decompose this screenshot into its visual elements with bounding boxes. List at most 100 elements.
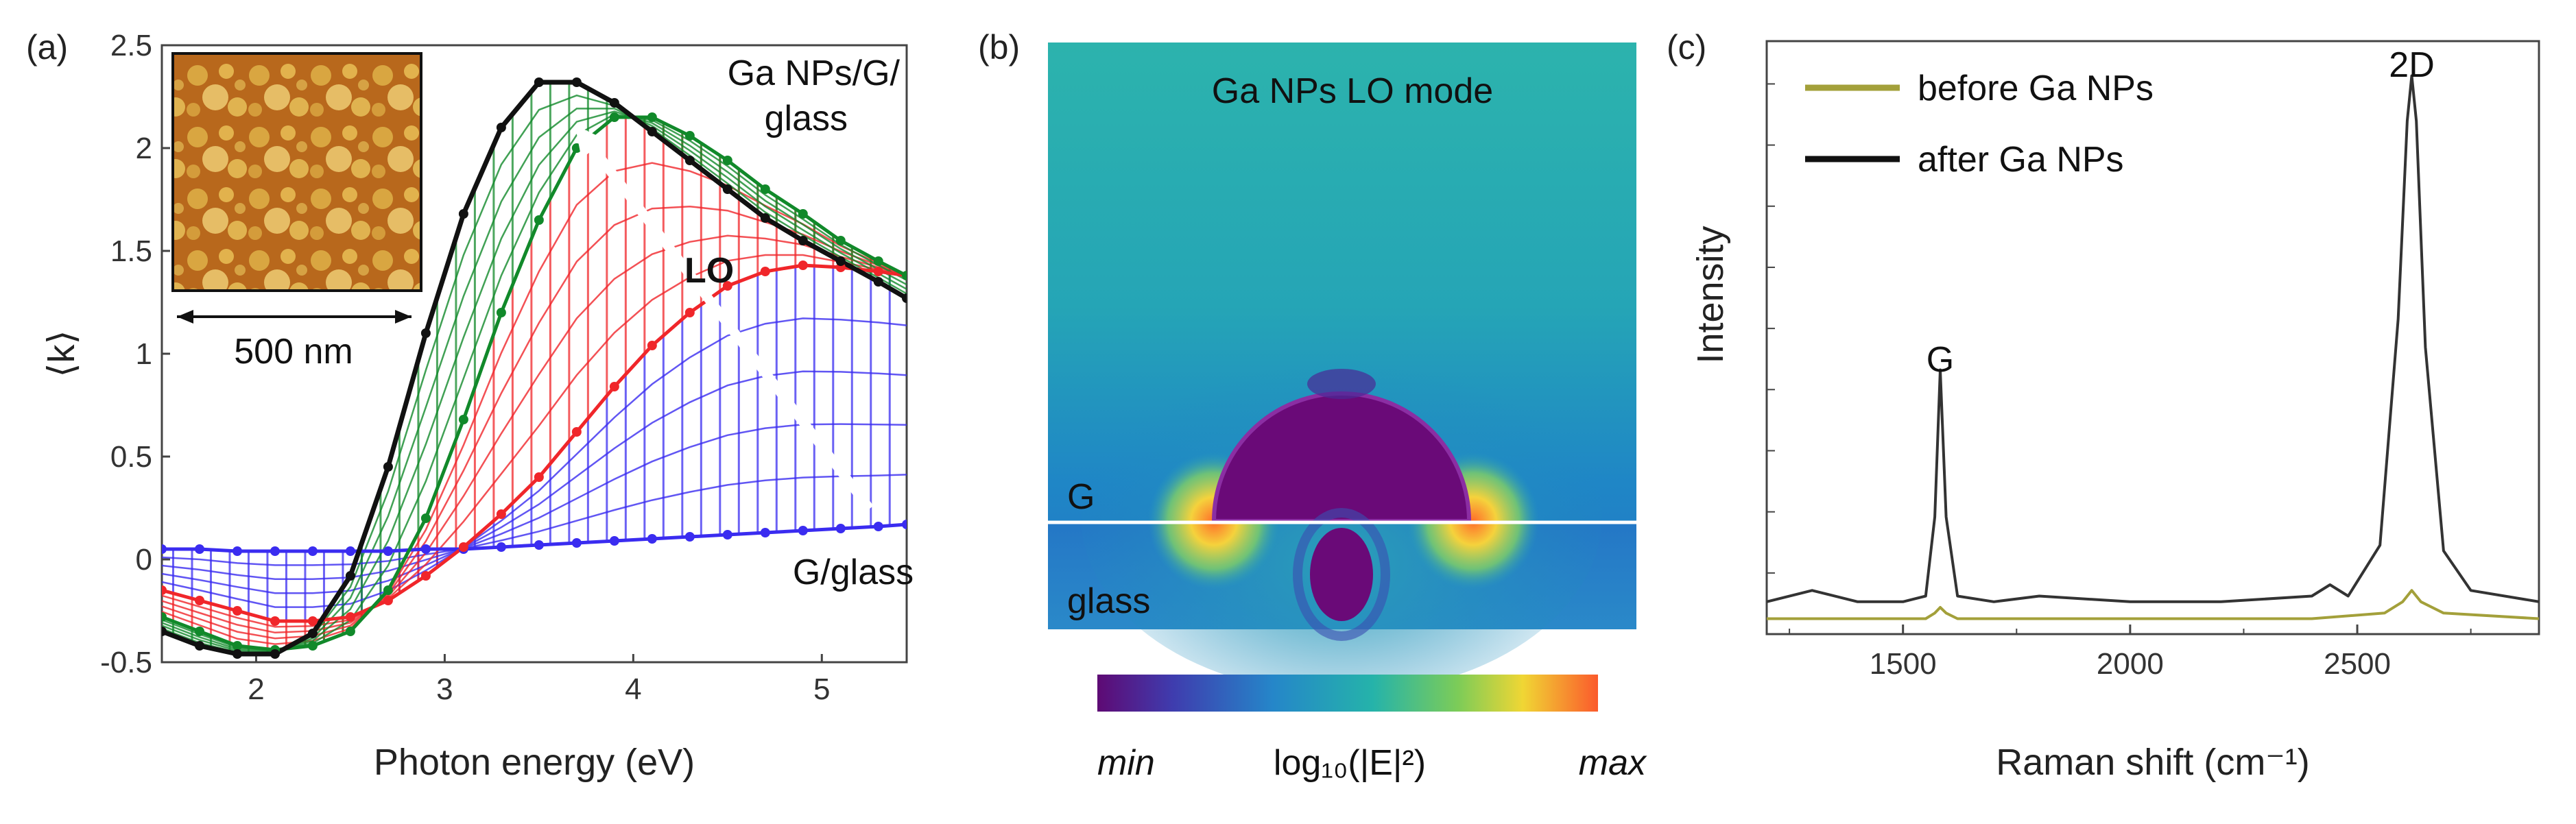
a-series-point [534,472,544,482]
nanoparticle-top-lobe [1307,369,1376,399]
a-series-point [307,629,318,638]
a-series-point [647,534,657,544]
a-series-point [873,267,883,276]
panel-b-label: (b) [978,28,1020,66]
label-glass: glass [1067,581,1150,621]
a-series-point [647,127,657,136]
a-series-point [496,542,506,552]
a-series-point [609,382,619,391]
panel-c-xlabel: Raman shift (cm⁻¹) [1996,742,2310,783]
a-series-point [345,571,355,581]
a-intermediate-curve [162,317,907,608]
a-series-point [873,277,883,287]
colorbar-min: min [1097,743,1155,783]
a-series-point [534,77,544,87]
peak-label-2d: 2D [2389,45,2434,85]
a-series-point [232,649,242,659]
a-series-point [722,530,732,540]
a-series-point [647,112,657,122]
a-series-point [609,98,619,108]
a-ytick-label: -0.5 [100,646,152,679]
a-series-point [194,641,204,651]
a-series-point [345,546,355,556]
a-series-point [345,612,355,622]
panel-b: (b) Ga NPs LO mode G glass min log₁₀(|E|… [978,28,1647,783]
a-series-point [684,131,695,141]
substrate-lobe [1310,528,1373,621]
a-series-point [798,260,808,270]
a-series-point [760,267,770,276]
a-series-point [458,209,468,219]
afm-inset: 500 nm [171,52,422,372]
a-series-point [835,524,846,533]
a-series-point [902,293,907,303]
a-intermediate-curve [162,423,907,581]
a-series-point [798,209,808,219]
a-series-point [270,616,280,626]
panel-a-markers [162,77,907,659]
afm-image [171,52,422,292]
a-series-point [684,308,695,317]
c-series-line [1767,74,2539,603]
a-series-point [722,281,732,291]
a-ytick-label: 0.5 [110,440,152,474]
panel-c-frame [1765,40,2540,635]
a-series-point [383,596,393,605]
a-series-point [835,256,846,266]
a-xtick-label: 2 [248,672,264,706]
a-series-point [345,627,355,636]
substrate-lobe-halo [1293,508,1390,641]
c-xtick-label: 1500 [1870,647,1937,681]
a-series-point [873,256,883,266]
peak-label-g: G [1927,340,1954,380]
a-ytick-label: 2 [136,132,152,165]
a-series-point [420,328,431,338]
a-series-point [270,649,280,659]
a-series-point [571,538,582,548]
a-xtick-label: 4 [625,672,641,706]
a-ytick-label: 1.5 [110,234,152,268]
a-series-point [609,112,619,122]
a-series-point [420,513,431,523]
panel-a: (a) 2 3 4 5 -0.5 0 0.5 1 1.5 2 2.5 LO Ga NPs/G/ gl… [26,28,914,783]
legend-label-after: after Ga NPs [1918,140,2124,180]
a-series-point [307,616,318,626]
panel-c-series [1767,74,2539,620]
a-series-point [722,156,732,165]
label-graphene: G [1067,477,1095,517]
panel-a-xlabel: Photon energy (eV) [374,742,695,783]
a-xtick-label: 5 [813,672,830,706]
field-map-title: Ga NPs LO mode [1212,71,1493,111]
a-series-point [571,427,582,437]
a-xtick-label: 3 [436,672,453,706]
a-series-point [647,341,657,350]
series-label-g-glass: G/glass [793,553,914,592]
a-series-point [194,627,204,636]
scale-bar-right-head [395,310,412,324]
a-series-point [232,641,242,651]
a-series-point [458,542,468,552]
a-series-point [571,143,582,153]
a-series-point [162,544,167,554]
a-intermediate-curve [162,370,907,594]
a-series-point [534,215,544,225]
a-series-point [383,546,393,556]
a-series-point [760,528,770,537]
a-series-point [760,184,770,194]
a-intermediate-curve [162,234,907,634]
field-map [1048,43,1636,694]
lo-arrow-label: LO [684,251,734,291]
scale-bar-left-head [177,310,193,324]
a-series-point [722,184,732,194]
a-series-point [496,123,506,132]
scale-bar-label: 500 nm [234,332,353,372]
legend-label-before: before Ga NPs [1918,69,2154,108]
panel-c-ticks: 1500 2000 2500 [1767,83,2472,681]
lo-arrow [575,125,874,512]
panel-c-label: (c) [1667,28,1706,66]
a-series-point [194,544,204,554]
a-series-point [458,415,468,424]
colorbar-max: max [1579,743,1647,783]
a-series-point [873,522,883,531]
